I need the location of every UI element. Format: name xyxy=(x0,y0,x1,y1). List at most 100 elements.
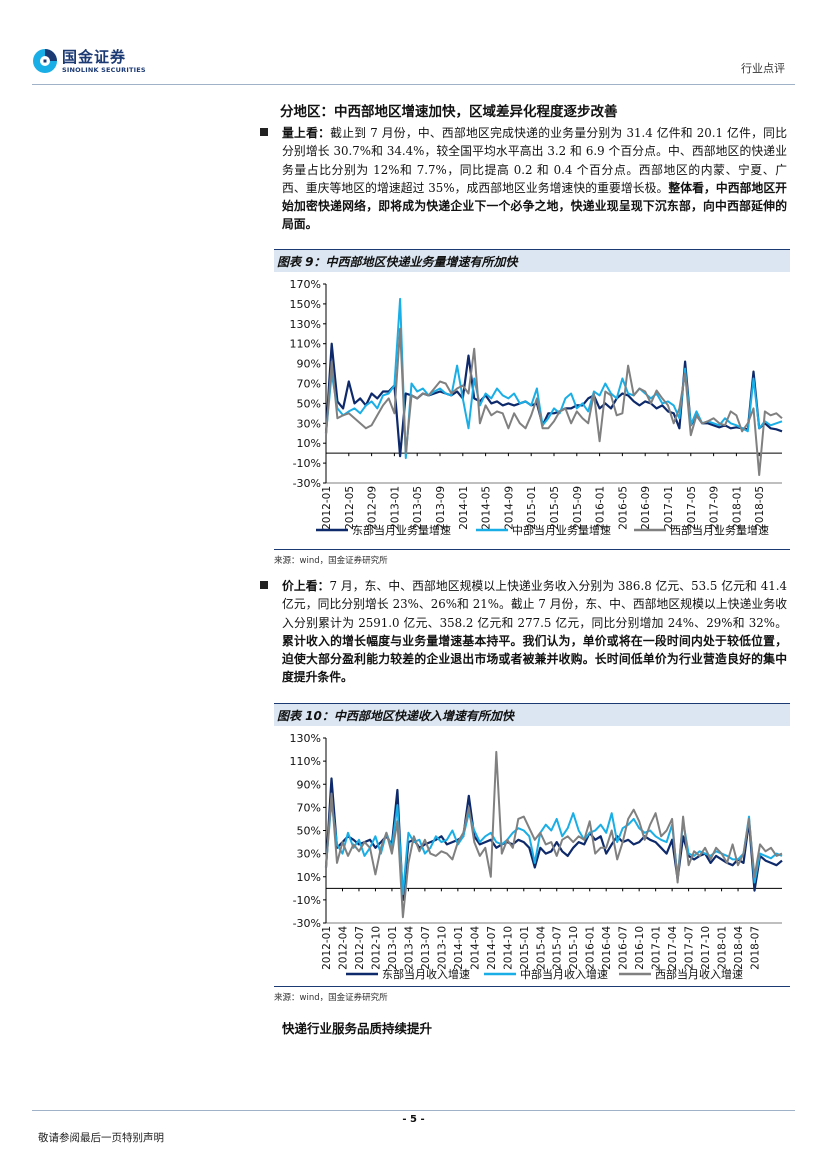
legend-label-0: 东部当月业务量增速 xyxy=(352,523,451,537)
x-tick-label: 2013-07 xyxy=(420,926,432,970)
bullet-icon xyxy=(260,581,268,589)
y-tick-label: 50% xyxy=(297,397,321,410)
legend-label-1: 中部当月业务量增速 xyxy=(512,523,611,537)
paragraph-volume: 量上看：截止到 7 月份，中、西部地区完成快递的业务量分别为 31.4 亿件和 … xyxy=(260,124,787,234)
y-tick-label: 30% xyxy=(297,417,321,430)
section-title: 分地区：中西部地区增速加快，区域差异化程度逐步改善 xyxy=(280,104,618,120)
legend-label-2: 西部当月收入增速 xyxy=(655,967,743,981)
x-tick-label: 2016-10 xyxy=(634,926,646,970)
x-tick-label: 2013-04 xyxy=(403,926,415,970)
paragraph-marker: 价上看： xyxy=(282,579,330,593)
bottom-heading: 快递行业服务品质持续提升 xyxy=(282,1021,433,1036)
x-tick-label: 2012-10 xyxy=(370,926,382,970)
x-tick-label: 2014-05 xyxy=(481,486,493,530)
x-tick-label: 2017-05 xyxy=(686,486,698,530)
x-tick-label: 2016-07 xyxy=(618,926,630,970)
y-tick-label: 70% xyxy=(297,801,321,814)
x-tick-label: 2015-01 xyxy=(519,926,531,970)
chart10-bottom-rule xyxy=(274,986,790,987)
logo-icon xyxy=(33,49,57,73)
y-tick-label: -30% xyxy=(293,477,321,490)
page-number: - 5 - xyxy=(402,1114,425,1125)
series-line-0 xyxy=(324,342,783,458)
x-tick-label: 2017-01 xyxy=(651,926,663,970)
x-tick-label: 2016-04 xyxy=(601,926,613,970)
chart9-source: 来源：wind，国金证券研究所 xyxy=(274,556,388,566)
x-tick-label: 2016-01 xyxy=(595,486,607,530)
x-tick-label: 2015-04 xyxy=(535,926,547,970)
y-tick-label: -10% xyxy=(293,457,321,470)
chart9-title: 图表 9：中西部地区快递业务量增速有所加快 xyxy=(277,255,518,269)
series-line-1 xyxy=(325,800,783,896)
series-line-1 xyxy=(325,297,783,460)
x-tick-label: 2013-01 xyxy=(389,486,401,530)
legend-label-2: 西部当月业务量增速 xyxy=(670,523,769,537)
x-tick-label: 2013-05 xyxy=(412,486,424,530)
chart10-source: 来源：wind，国金证券研究所 xyxy=(274,993,388,1003)
x-tick-label: 2013-01 xyxy=(387,926,399,970)
y-tick-label: 130% xyxy=(290,318,321,331)
footer-divider xyxy=(32,1110,795,1111)
y-tick-label: 10% xyxy=(297,871,321,884)
series-line-2 xyxy=(325,750,783,919)
footer-disclaimer: 敬请参阅最后一页特别声明 xyxy=(38,1132,164,1144)
y-tick-label: 150% xyxy=(290,298,321,311)
paragraph-text: 7 月，东、中、西部地区规模以上快递业务收入分别为 386.8 亿元、53.5 … xyxy=(282,579,787,630)
y-tick-label: 130% xyxy=(290,732,321,745)
x-tick-label: 2017-10 xyxy=(700,926,712,970)
x-tick-label: 2013-10 xyxy=(436,926,448,970)
chart9-bottom-rule xyxy=(274,549,790,550)
x-tick-label: 2016-05 xyxy=(617,486,629,530)
x-tick-label: 2015-05 xyxy=(549,486,561,530)
x-tick-label: 2014-10 xyxy=(502,926,514,970)
chart9-title-bar: 图表 9：中西部地区快递业务量增速有所加快 xyxy=(274,249,790,272)
y-tick-label: 110% xyxy=(290,338,321,351)
x-tick-label: 2014-09 xyxy=(503,486,515,530)
x-tick-label: 2016-01 xyxy=(585,926,597,970)
x-tick-label: 2018-04 xyxy=(733,926,745,970)
x-tick-label: 2013-09 xyxy=(435,486,447,530)
doc-type-label: 行业点评 xyxy=(741,62,785,75)
paragraph-text: 截止到 7 月份，中、西部地区完成快递的业务量分别为 31.4 亿件和 20.1… xyxy=(282,126,787,195)
x-tick-label: 2014-01 xyxy=(453,926,465,970)
y-tick-label: 70% xyxy=(297,378,321,391)
y-tick-label: 110% xyxy=(290,755,321,768)
legend-label-0: 东部当月收入增速 xyxy=(382,967,470,981)
header-divider xyxy=(32,84,795,85)
series-line-2 xyxy=(325,327,783,476)
x-tick-label: 2014-07 xyxy=(486,926,498,970)
x-tick-label: 2014-04 xyxy=(469,926,481,970)
x-tick-label: 2017-04 xyxy=(667,926,679,970)
y-tick-label: -30% xyxy=(293,917,321,930)
legend-label-1: 中部当月收入增速 xyxy=(520,967,608,981)
x-tick-label: 2017-01 xyxy=(663,486,675,530)
x-tick-label: 2016-09 xyxy=(640,486,652,530)
logo-text-cn: 国金证券 xyxy=(62,48,127,66)
paragraph-bold-text: 整体看，中西部地区开始加密快递网络，即将成为快递企业下一个必争之地，快递业现呈现… xyxy=(282,180,787,232)
x-tick-label: 2012-01 xyxy=(321,926,333,970)
y-tick-label: 90% xyxy=(297,778,321,791)
paragraph-price: 价上看：7 月，东、中、西部地区规模以上快递业务收入分别为 386.8 亿元、5… xyxy=(260,577,787,687)
chart10-title-bar: 图表 10：中西部地区快递收入增速有所加快 xyxy=(274,703,790,726)
y-tick-label: 30% xyxy=(297,848,321,861)
x-tick-label: 2017-09 xyxy=(709,486,721,530)
x-tick-label: 2018-01 xyxy=(717,926,729,970)
chart10-title: 图表 10：中西部地区快递收入增速有所加快 xyxy=(277,709,514,723)
y-tick-label: 170% xyxy=(290,278,321,291)
x-tick-label: 2018-07 xyxy=(750,926,762,970)
y-tick-label: 90% xyxy=(297,358,321,371)
x-tick-label: 2015-09 xyxy=(572,486,584,530)
x-tick-label: 2012-07 xyxy=(354,926,366,970)
x-tick-label: 2018-01 xyxy=(731,486,743,530)
y-tick-label: -10% xyxy=(293,894,321,907)
y-tick-label: 10% xyxy=(297,437,321,450)
x-tick-label: 2017-07 xyxy=(684,926,696,970)
paragraph-bold-text: 累计收入的增长幅度与业务量增速基本持平。我们认为，单价或将在一段时间内处于较低位… xyxy=(282,633,787,685)
x-tick-label: 2012-01 xyxy=(321,486,333,530)
x-tick-label: 2015-01 xyxy=(526,486,538,530)
x-tick-label: 2012-04 xyxy=(337,926,349,970)
x-tick-label: 2012-05 xyxy=(344,486,356,530)
x-tick-label: 2015-10 xyxy=(568,926,580,970)
logo-text-en: SINOLINK SECURITIES xyxy=(62,66,146,74)
x-tick-label: 2014-01 xyxy=(458,486,470,530)
